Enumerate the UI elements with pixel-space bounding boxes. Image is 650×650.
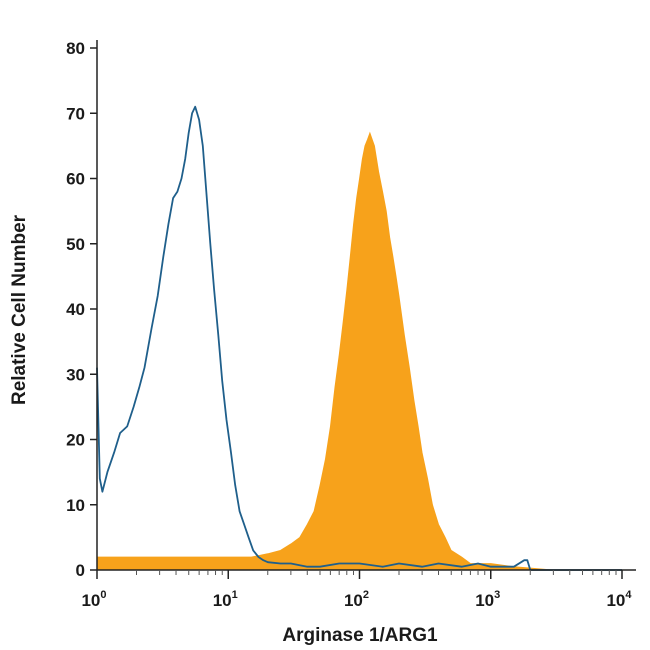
y-tick-label: 70 [66, 104, 85, 123]
series-filled-area [96, 131, 622, 571]
series-outline-curve [96, 105, 622, 571]
x-tick-label: 101 [213, 589, 238, 610]
y-tick-label: 20 [66, 431, 85, 450]
plot-area [96, 105, 622, 571]
y-tick-label: 80 [66, 39, 85, 58]
x-tick-label: 103 [475, 589, 500, 610]
y-tick-label: 40 [66, 300, 85, 319]
y-tick-label: 50 [66, 235, 85, 254]
axes: 0 10 20 30 40 50 60 70 80 100 101 102 103 104 [66, 39, 636, 610]
x-tick-label: 102 [344, 589, 369, 610]
y-axis-title: Relative Cell Number [9, 214, 30, 405]
x-tick-label: 100 [81, 589, 106, 610]
x-tick-label: 104 [606, 589, 632, 610]
y-tick-label: 10 [66, 496, 85, 515]
y-tick-label: 0 [76, 561, 85, 580]
y-tick-label: 60 [66, 170, 85, 189]
x-axis-title: Arginase 1/ARG1 [282, 625, 438, 646]
y-tick-label: 30 [66, 365, 85, 384]
